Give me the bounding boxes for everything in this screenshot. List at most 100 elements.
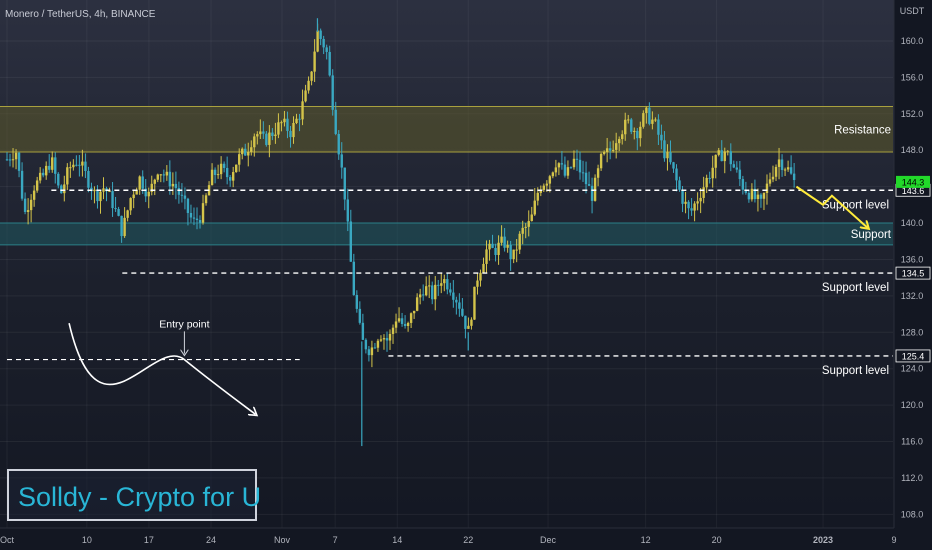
candle-body [412,310,416,314]
price-tick-label: 108.0 [901,509,924,519]
candle-body [428,285,431,287]
price-tick-label: 156.0 [901,72,924,82]
candle-body [343,167,346,200]
candle-body [87,171,90,188]
candle-body [17,152,21,171]
candle-body [630,119,633,132]
candle-body [461,308,464,316]
candle-body [651,119,654,124]
candle-body [729,151,732,165]
candle-body [195,218,199,221]
candle-body [572,158,576,168]
candle-body [349,221,353,262]
candle-body [319,30,322,39]
candle-body [663,140,666,159]
candle-body [81,161,84,166]
candle-body [705,177,708,188]
candle-body [189,212,193,218]
candle-body [250,147,253,152]
candle-body [14,152,18,160]
candle-body [238,154,241,165]
candle-body [373,347,377,349]
candle-body [213,169,217,175]
candle-body [684,201,687,204]
candle-body [225,167,229,178]
candle-body [497,242,500,256]
candle-body [99,191,102,202]
candle-body [120,215,123,237]
time-tick-label: 12 [641,535,651,545]
candle-body [123,217,126,237]
candle-body [180,194,184,196]
candle-body [78,164,81,166]
candle-body [470,319,473,326]
candle-body [102,188,105,192]
candle-body [316,30,319,52]
candle-body [648,107,651,124]
candle-body [708,177,711,179]
candle-body [786,167,790,170]
candle-body [328,51,331,76]
candle-body [144,188,147,197]
candle-body [768,179,772,184]
candle-body [403,323,407,327]
candle-body [675,168,678,181]
price-tick-label: 152.0 [901,109,924,119]
candle-body [759,194,763,199]
candle-body [723,151,726,162]
candle-body [530,214,533,222]
candle-body [391,327,395,334]
candle-body [678,180,681,190]
price-axis[interactable]: USDT 108.0 112.0 116.0 120.0 124.0 128.0 132.0 1… [893,0,932,550]
candle-body [60,185,63,194]
candle-body [277,122,280,135]
candle-body [168,171,172,187]
time-axis[interactable]: Oct101724Nov71422Dec1220202391623 [0,527,932,550]
candle-body [446,279,449,290]
entry-point-label: Entry point [159,319,209,331]
candle-body [452,292,455,300]
candle-body [147,191,150,197]
candle-body [72,164,75,168]
time-tick-label: Nov [274,535,291,545]
candle-body [539,190,542,193]
candle-body [762,193,766,199]
time-tick-label: 17 [144,535,154,545]
candle-body [449,289,452,293]
candle-body [783,169,787,171]
candle-body [54,157,57,174]
candle-body [533,200,536,215]
time-tick-label: 2023 [813,535,833,545]
candle-body [696,201,699,204]
level-price-box [895,266,931,280]
candle-body [792,173,796,181]
candle-body [111,191,114,209]
candle-body [717,150,720,155]
candle-body [108,191,111,193]
candle-body [741,179,745,190]
candle-body [183,195,187,199]
candle-body [639,126,642,139]
candle-body [421,294,425,296]
price-tick-label: 136.0 [901,254,924,264]
candle-body [699,197,702,202]
entry-sketch-curve [68,322,255,414]
candle-body [256,134,259,137]
candle-body [611,149,615,151]
candle-body [23,198,27,212]
support-level-label: Support level [822,365,889,377]
candle-body [48,165,51,170]
candle-body [464,315,467,329]
candle-body [672,162,675,169]
candle-body [711,167,714,179]
candle-body [666,152,669,159]
candle-body [512,249,515,260]
candle-body [476,280,479,287]
candle-body [551,172,555,177]
candle-body [608,148,612,151]
candle-body [29,199,33,211]
last-price-label: 144.3 [902,177,925,187]
candle-body [313,51,316,72]
candle-body [434,284,437,300]
